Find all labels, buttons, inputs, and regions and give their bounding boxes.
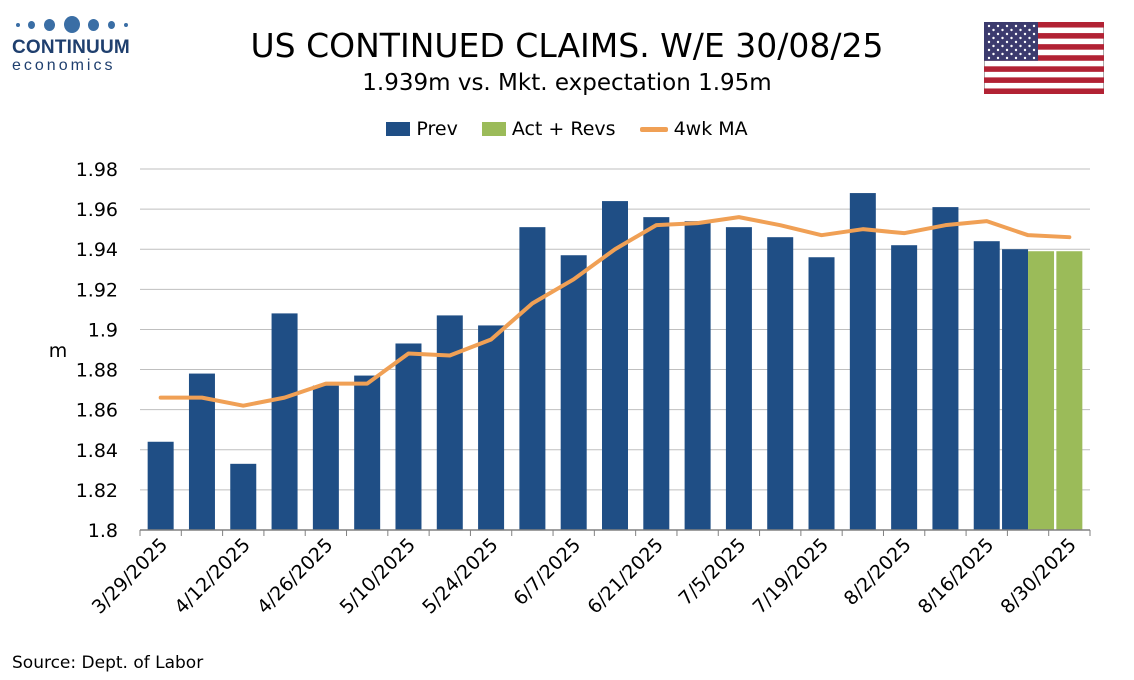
bar-prev: [808, 257, 835, 530]
y-tick-label: 1.86: [76, 400, 118, 422]
y-tick-label: 1.84: [76, 440, 118, 462]
x-tick-label: 8/16/2025: [914, 534, 998, 618]
x-tick-label: 6/7/2025: [509, 534, 585, 610]
logo-subname: economics: [12, 57, 116, 74]
bar-prev: [519, 227, 546, 530]
legend-item-4wk-ma: 4wk MA: [639, 118, 748, 140]
us-flag-icon: [984, 22, 1104, 94]
bar-prev: [478, 325, 505, 530]
y-tick-label: 1.92: [76, 279, 118, 301]
x-tick-label: 5/24/2025: [418, 534, 502, 618]
y-axis-label: m: [49, 340, 68, 362]
x-tick-label: 8/2/2025: [840, 534, 916, 610]
bar-act-revs: [1056, 251, 1083, 530]
legend-swatch-4wk-ma: [639, 126, 668, 132]
x-tick-label: 8/30/2025: [996, 534, 1080, 618]
y-tick-label: 1.96: [76, 199, 118, 221]
bar-prev: [1002, 249, 1029, 530]
bar-prev: [436, 315, 463, 530]
y-tick-label: 1.94: [76, 239, 118, 261]
y-tick-label: 1.88: [76, 360, 118, 382]
legend-swatch-prev: [386, 122, 411, 136]
x-tick-label: 7/5/2025: [675, 534, 751, 610]
logo-name: CONTINUUM: [12, 37, 130, 58]
bar-prev: [973, 241, 1000, 530]
bar-prev: [643, 217, 670, 530]
bar-prev: [932, 207, 959, 530]
bar-prev: [725, 227, 752, 530]
bar-prev: [684, 221, 711, 530]
legend-label-4wk-ma: 4wk MA: [673, 118, 748, 140]
bar-prev: [767, 237, 794, 530]
source-note: Source: Dept. of Labor: [12, 653, 204, 673]
x-tick-label: 6/21/2025: [583, 534, 667, 618]
x-tick-label: 4/26/2025: [253, 534, 337, 618]
y-tick-label: 1.8: [88, 520, 118, 542]
legend-label-prev: Prev: [416, 118, 458, 140]
chart-legend: Prev Act + Revs 4wk MA: [0, 118, 1134, 140]
x-tick-label: 7/19/2025: [749, 534, 833, 618]
bar-act-revs: [1028, 251, 1055, 530]
bar-prev: [395, 343, 422, 530]
legend-swatch-actual: [481, 122, 506, 136]
legend-label-actual: Act + Revs: [511, 118, 616, 140]
bar-prev: [147, 441, 174, 530]
bar-prev: [891, 245, 918, 530]
y-tick-label: 1.82: [76, 480, 118, 502]
logo-dots-icon: [12, 14, 142, 36]
legend-item-prev: Prev: [386, 118, 458, 140]
bar-prev: [849, 193, 876, 531]
x-tick-label: 5/10/2025: [336, 534, 420, 618]
bar-prev: [560, 255, 587, 530]
legend-item-actual: Act + Revs: [481, 118, 616, 140]
continuum-logo: CONTINUUM economics: [12, 14, 142, 74]
x-tick-label: 3/29/2025: [88, 534, 172, 618]
bar-prev: [354, 375, 381, 530]
y-tick-label: 1.9: [88, 319, 118, 341]
x-tick-label: 4/12/2025: [170, 534, 254, 618]
bar-prev: [312, 385, 339, 530]
chart-subtitle: 1.939m vs. Mkt. expectation 1.95m: [362, 70, 772, 96]
chart-title: US CONTINUED CLAIMS. W/E 30/08/25: [250, 26, 884, 65]
bar-prev: [271, 313, 298, 530]
y-tick-label: 1.98: [76, 159, 118, 181]
line-4wk-ma: [158, 215, 1072, 408]
bar-prev: [230, 463, 257, 530]
